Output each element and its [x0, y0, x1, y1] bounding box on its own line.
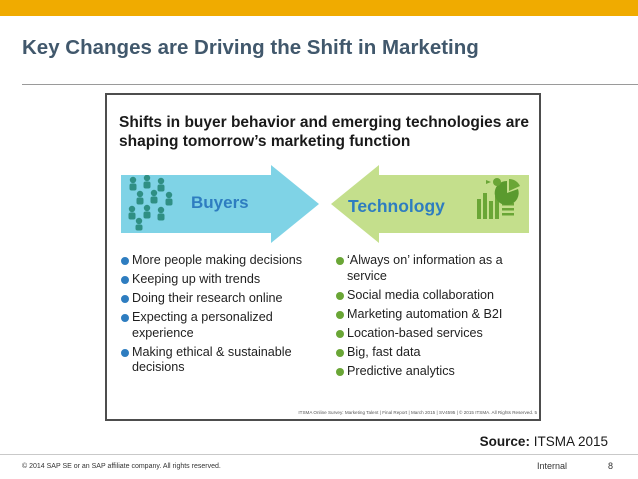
technology-arrow — [331, 165, 529, 243]
title-divider — [22, 84, 638, 85]
buyers-label: Buyers — [191, 193, 249, 212]
source-label: Source: — [479, 434, 530, 449]
source-citation: Source: ITSMA 2015 — [480, 434, 608, 449]
buyers-list: More people making decisions Keeping up … — [121, 253, 327, 379]
list-item: Location-based services — [336, 326, 536, 342]
bullet-icon — [121, 295, 129, 303]
list-item: Making ethical & sustainable decisions — [121, 345, 327, 376]
list-item: More people making decisions — [121, 253, 327, 269]
page-number: 8 — [608, 461, 614, 471]
bullet-icon — [336, 329, 344, 338]
list-item: Social media collaboration — [336, 288, 536, 304]
technology-list: ‘Always on’ information as a service Soc… — [336, 253, 536, 383]
list-item: Predictive analytics — [336, 364, 536, 380]
source-value: ITSMA 2015 — [533, 434, 608, 449]
list-item: Big, fast data — [336, 345, 536, 361]
list-item: Keeping up with trends — [121, 272, 327, 288]
list-item: Doing their research online — [121, 291, 327, 307]
slide-title: Key Changes are Driving the Shift in Mar… — [22, 36, 479, 59]
list-item: ‘Always on’ information as a service — [336, 253, 536, 284]
figure-footnote: ITSMA Online Survey: Marketing Talent | … — [298, 410, 537, 415]
footer-divider — [0, 454, 638, 455]
analytics-chart-icon — [477, 178, 520, 219]
figure-heading: Shifts in buyer behavior and emerging te… — [119, 114, 529, 150]
bullet-icon — [121, 314, 129, 322]
people-group-icon — [128, 175, 173, 231]
copyright-notice: © 2014 SAP SE or an SAP affiliate compan… — [22, 463, 221, 470]
buyers-arrow — [121, 165, 319, 243]
bullet-icon — [336, 367, 344, 376]
bullet-icon — [121, 276, 129, 284]
list-item: Expecting a personalized experience — [121, 310, 327, 341]
classification-label: Internal — [537, 461, 568, 471]
bullet-icon — [336, 310, 344, 319]
accent-bar — [0, 0, 638, 16]
bullet-icon — [121, 257, 129, 265]
bullet-icon — [336, 291, 344, 300]
bullet-icon — [336, 348, 344, 357]
technology-label: Technology — [348, 196, 445, 216]
list-item: Marketing automation & B2I — [336, 307, 536, 323]
bullet-icon — [336, 257, 344, 265]
infographic-figure: Shifts in buyer behavior and emerging te… — [105, 93, 541, 421]
bullet-icon — [121, 348, 129, 357]
